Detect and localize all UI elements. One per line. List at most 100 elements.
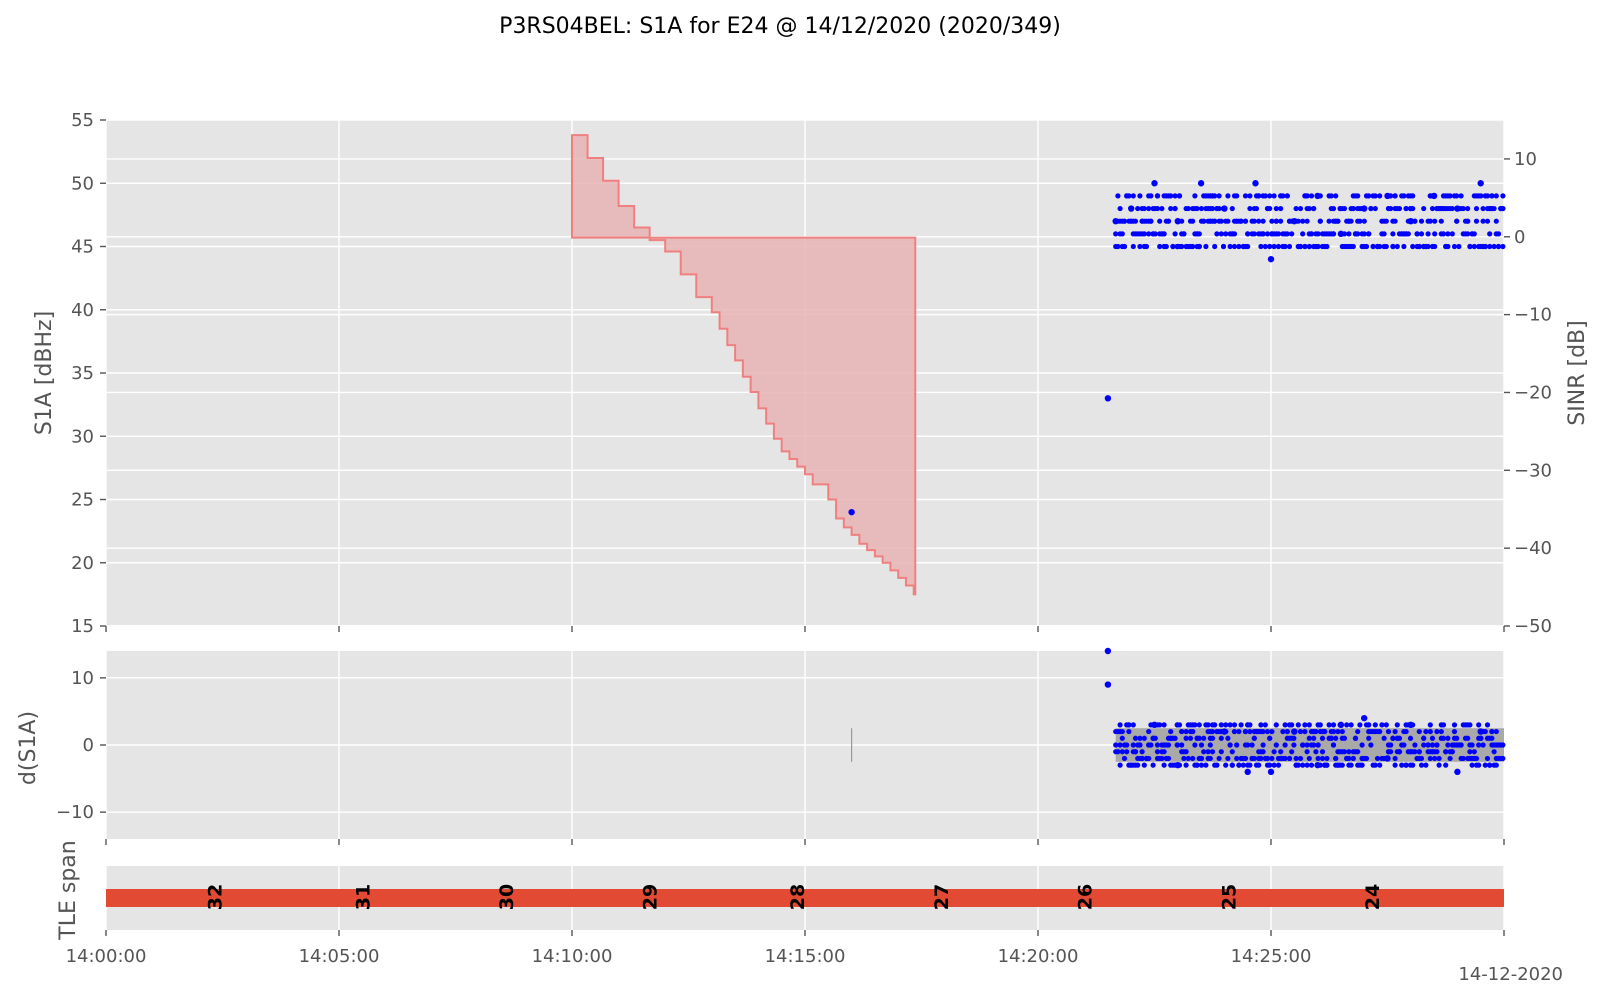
ds1a-point — [1302, 722, 1308, 728]
ds1a-point — [1434, 749, 1440, 755]
s1a-point — [1172, 205, 1178, 212]
x-tick-label: 14:00:00 — [66, 946, 147, 967]
ds1a-point — [1344, 722, 1350, 728]
ds1a-point — [1247, 762, 1253, 768]
s1a-point — [1330, 205, 1337, 212]
s1a-point — [1308, 231, 1315, 237]
ds1a-point — [1267, 762, 1273, 768]
ds1a-point — [1377, 728, 1383, 735]
ds1a-point — [1201, 749, 1207, 755]
s1a-point — [1306, 205, 1312, 212]
s1a-point — [1381, 231, 1387, 237]
s1a-point — [1392, 193, 1398, 199]
s1a-point — [1269, 218, 1275, 224]
s1a-point — [1326, 218, 1332, 224]
ds1a-point — [1313, 728, 1319, 735]
ds1a-point — [1465, 735, 1471, 741]
s1a-point — [1454, 218, 1460, 224]
ds1a-point — [1297, 755, 1304, 762]
s1a-point — [1267, 255, 1275, 263]
s1a-point — [1337, 230, 1345, 238]
ds1a-point — [1454, 735, 1460, 741]
ds1a-point — [1234, 755, 1240, 762]
ds1a-point — [1392, 728, 1398, 735]
s1a-point — [1500, 193, 1506, 199]
ds1a-point — [1245, 742, 1251, 748]
ds1a-point — [1275, 762, 1282, 768]
s1a-point — [1275, 243, 1282, 250]
s1a-point — [1425, 231, 1431, 237]
ds1a-point — [1429, 742, 1436, 748]
s1a-band-points — [1113, 193, 1506, 250]
ds1a-point — [1359, 762, 1365, 768]
s1a-point — [1119, 231, 1125, 237]
s1a-point — [1203, 243, 1209, 250]
ds1a-point — [1117, 742, 1123, 748]
ds1a-point — [1388, 749, 1394, 755]
y-tick-label: 40 — [71, 300, 94, 321]
y-tick-label: 55 — [71, 110, 94, 131]
ds1a-point — [1407, 735, 1414, 741]
s1a-point — [1304, 218, 1310, 224]
ds1a-point — [1207, 755, 1213, 762]
s1a-point — [1480, 205, 1486, 212]
s1a-point — [1414, 231, 1420, 237]
s1a-point — [1251, 218, 1257, 224]
ds1a-point — [1242, 728, 1249, 735]
ds1a-point — [1489, 735, 1495, 741]
s1a-point — [1258, 243, 1264, 250]
s1a-point — [1278, 218, 1284, 224]
s1a-point — [1465, 218, 1471, 224]
ds1a-point — [1157, 722, 1163, 728]
s1a-point — [1489, 193, 1495, 199]
ds1a-point — [1183, 735, 1189, 741]
s1a-point — [1146, 205, 1152, 212]
ds1a-point — [1260, 742, 1266, 748]
ds1a-point — [1319, 749, 1326, 755]
s1a-point — [1372, 205, 1378, 212]
ds1a-y-label: d(S1A) — [16, 711, 41, 785]
ds1a-point — [1209, 735, 1216, 741]
s1a-point — [1377, 243, 1383, 250]
s1a-point — [1451, 243, 1458, 250]
s1a-point — [1396, 205, 1403, 212]
s1a-point — [1157, 243, 1163, 250]
s1a-point — [1471, 243, 1477, 250]
ds1a-point — [1174, 742, 1180, 748]
ds1a-point — [1291, 728, 1298, 735]
s1a-point — [1291, 218, 1298, 225]
ds1a-point — [1130, 742, 1136, 748]
ds1a-point — [1271, 749, 1277, 755]
ds1a-point — [1249, 742, 1255, 748]
ds1a-point — [1427, 722, 1433, 728]
s1a-point — [1361, 205, 1368, 212]
s1a-point — [1260, 231, 1266, 237]
s1a-point — [1421, 205, 1427, 212]
ds1a-point — [1229, 749, 1235, 755]
ds1a-point — [1484, 755, 1491, 762]
ds1a-point — [1330, 742, 1337, 748]
ds1a-point — [1416, 728, 1422, 735]
ds1a-point — [1152, 735, 1158, 741]
s1a-point — [1148, 218, 1154, 224]
s1a-point — [1473, 218, 1480, 224]
elevation-area — [571, 134, 917, 596]
s1a-point — [1185, 205, 1191, 212]
ds1a-point — [1214, 762, 1220, 768]
ds1a-point — [1119, 749, 1125, 755]
s1a-point — [1216, 205, 1222, 212]
s1a-point — [1159, 205, 1165, 212]
ds1a-point — [1361, 714, 1368, 722]
ds1a-point — [1454, 768, 1461, 776]
s1a-point — [1196, 243, 1202, 250]
ds1a-point — [1161, 722, 1167, 728]
s1a-point — [1141, 231, 1147, 237]
s1a-point — [1242, 193, 1249, 199]
ds1a-point — [1168, 728, 1174, 735]
tle-y-label: TLE span — [56, 840, 81, 940]
ds1a-point — [1392, 755, 1398, 762]
ds1a-point — [1366, 722, 1372, 728]
s1a-point — [1104, 395, 1112, 402]
ds1a-point — [1304, 742, 1310, 748]
s1a-point — [1416, 243, 1422, 250]
